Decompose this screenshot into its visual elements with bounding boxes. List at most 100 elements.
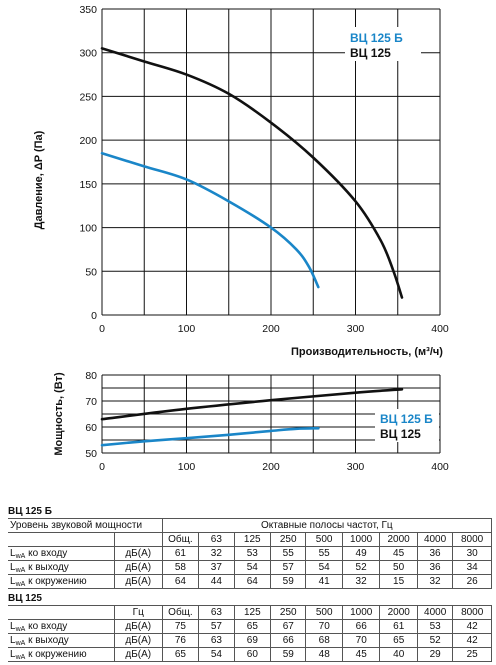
column-header: 250 (269, 532, 307, 547)
c1-series-line-0 (100, 151, 320, 289)
table-cell: 66 (270, 633, 307, 648)
c1-x-tick-label: 300 (347, 323, 365, 335)
table-cell: 67 (270, 619, 307, 634)
table-cell: 61 (161, 546, 200, 561)
table-cell: 65 (379, 633, 418, 648)
table-cell: 52 (341, 560, 381, 575)
row-label: LwA к окружению (8, 647, 115, 662)
table-cell: 59 (270, 647, 307, 662)
c2-series-line-0 (100, 427, 320, 447)
table-cell: 40 (379, 647, 418, 662)
power-legend-item-0: ВЦ 125 Б (380, 412, 433, 426)
c1-y-tick-label: 150 (79, 179, 97, 191)
c1-x-tick-label: 0 (99, 323, 105, 335)
column-header: 500 (305, 532, 343, 547)
row-unit: дБ(А) (113, 619, 163, 634)
table-cell: 70 (341, 633, 381, 648)
table-row: LwA к выходу дБ(А) 76 63 69 66 68 70 65 52 42 (8, 633, 492, 648)
column-header: 1000 (341, 605, 381, 620)
column-header: 2000 (379, 532, 418, 547)
pressure-chart: 0 50 100 150 200 250 300 350 0 100 200 300 400 Давл… (33, 4, 449, 358)
table-cell: 60 (233, 647, 272, 662)
pressure-y-axis-title: Давление, ΔP (Па) (33, 130, 45, 229)
c2-x-tick-label: 100 (178, 461, 196, 473)
pressure-grid (101, 8, 441, 316)
table-header-bands: Октавные полосы частот, Гц (161, 518, 493, 533)
table-cell: 50 (379, 560, 418, 575)
column-header: 4000 (416, 532, 454, 547)
c1-y-tick-label: 300 (79, 48, 97, 60)
column-header: Общ. (161, 605, 200, 620)
c2-series-line-1 (100, 388, 404, 421)
table-cell: 58 (161, 560, 200, 575)
table-cell: 64 (161, 574, 200, 589)
table-cell: 65 (161, 647, 200, 662)
table-cell: 68 (305, 633, 343, 648)
table-cell: 57 (269, 560, 307, 575)
table-cell: 54 (233, 560, 272, 575)
table-title-vc125b: ВЦ 125 Б (8, 506, 52, 517)
column-header: 8000 (452, 532, 492, 547)
table-cell: 15 (379, 574, 418, 589)
pressure-x-ticks: 0 100 200 300 400 (99, 323, 449, 335)
table-cell: 54 (305, 560, 343, 575)
table-cell: 76 (161, 633, 200, 648)
c1-y-tick-label: 250 (79, 91, 97, 103)
table-header-row: Уровень звуковой мощности Октавные полос… (8, 518, 493, 533)
pressure-legend-box (345, 27, 421, 61)
table-cell: 61 (379, 619, 418, 634)
column-header: 8000 (452, 605, 492, 620)
table-cell: 36 (416, 560, 454, 575)
c1-y-tick-label: 200 (79, 135, 97, 147)
table-cell: 32 (341, 574, 381, 589)
power-x-ticks: 0 100 200 300 400 (99, 461, 449, 473)
row-unit: дБ(А) (113, 647, 163, 662)
column-header: 1000 (341, 532, 381, 547)
table-cell: 66 (341, 619, 381, 634)
table-cell: 44 (198, 574, 235, 589)
pressure-legend-item-1: ВЦ 125 (350, 46, 391, 60)
c2-y-tick-label: 50 (85, 448, 97, 460)
table-cell: 55 (305, 546, 343, 561)
row-unit: дБ(А) (113, 633, 163, 648)
table-cell: 53 (233, 546, 272, 561)
table-cell: 32 (198, 546, 235, 561)
column-header: 125 (233, 532, 272, 547)
table-row: LwA ко входу дБ(А) 75 57 65 67 70 66 61 53 42 (8, 619, 492, 634)
table-row: LwA к окружению дБ(А) 65 54 60 59 48 45 40 29 25 (8, 647, 492, 662)
table-cell: 30 (452, 546, 492, 561)
table-cell: 42 (452, 619, 492, 634)
table-cell: 34 (452, 560, 492, 575)
table-header-label: Уровень звуковой мощности (8, 518, 163, 533)
c2-y-tick-label: 70 (85, 396, 97, 408)
c2-x-tick-label: 300 (347, 461, 365, 473)
column-header: 63 (198, 532, 235, 547)
column-header: 4000 (416, 605, 454, 620)
column-header: 125 (233, 605, 272, 620)
c2-x-tick-label: 200 (262, 461, 280, 473)
c1-x-tick-label: 100 (178, 323, 196, 335)
table-columns-row: Общ. 63 125 250 500 1000 2000 4000 8000 (8, 532, 492, 547)
sound-table-vc125b: Уровень звуковой мощности Октавные полос… (8, 518, 493, 589)
row-unit: дБ(А) (113, 560, 163, 575)
c2-y-tick-label: 80 (85, 370, 97, 382)
c1-y-tick-label: 350 (79, 4, 97, 16)
table-title-vc125: ВЦ 125 (8, 593, 42, 604)
table-cell: 49 (341, 546, 381, 561)
c2-y-tick-label: 60 (85, 422, 97, 434)
c1-y-tick-label: 0 (91, 310, 97, 322)
table-cell: 41 (305, 574, 343, 589)
column-header-blank (8, 605, 115, 620)
table-cell: 45 (341, 647, 381, 662)
row-unit: дБ(А) (113, 574, 163, 589)
table-cell: 55 (269, 546, 307, 561)
sound-power-tables: ВЦ 125 Б Уровень звуковой мощности Октав… (8, 505, 493, 665)
c1-y-tick-label: 50 (85, 266, 97, 278)
table-cell: 69 (233, 633, 272, 648)
table-cell: 48 (305, 647, 343, 662)
c1-series-line-1 (100, 47, 404, 299)
table-cell: 57 (198, 619, 235, 634)
table-cell: 75 (161, 619, 200, 634)
column-header: 250 (270, 605, 307, 620)
table-cell: 37 (198, 560, 235, 575)
